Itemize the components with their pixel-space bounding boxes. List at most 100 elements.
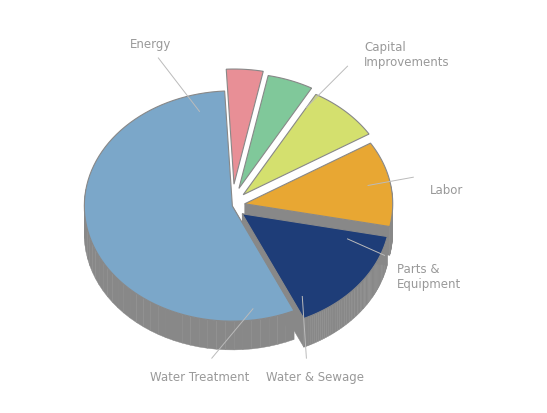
Polygon shape [321,311,322,340]
Polygon shape [260,318,269,348]
Polygon shape [90,237,92,273]
Polygon shape [124,285,130,318]
Polygon shape [362,280,363,311]
Polygon shape [243,320,252,350]
Polygon shape [118,280,124,313]
Polygon shape [334,303,336,333]
Polygon shape [182,315,190,345]
Polygon shape [316,313,318,342]
Polygon shape [245,204,390,256]
Polygon shape [376,261,377,292]
Polygon shape [336,302,337,332]
Polygon shape [208,320,217,349]
Polygon shape [378,258,379,288]
Polygon shape [379,256,380,287]
Polygon shape [364,278,366,308]
Polygon shape [346,294,348,325]
Polygon shape [377,260,378,290]
Polygon shape [103,263,108,297]
Polygon shape [304,318,306,347]
Polygon shape [252,319,260,349]
Polygon shape [243,95,369,195]
Polygon shape [242,214,387,319]
Polygon shape [245,144,393,227]
Polygon shape [374,265,375,295]
Polygon shape [372,268,373,298]
Polygon shape [327,308,328,337]
Polygon shape [242,214,387,266]
Text: Capital
Improvements: Capital Improvements [364,41,450,69]
Polygon shape [143,298,150,331]
Polygon shape [92,244,95,279]
Polygon shape [348,293,350,323]
Polygon shape [277,313,286,344]
Polygon shape [353,289,354,319]
Polygon shape [217,321,225,350]
Polygon shape [324,309,327,339]
Polygon shape [95,250,99,285]
Polygon shape [380,254,381,285]
Polygon shape [88,230,90,266]
Polygon shape [382,249,383,280]
Polygon shape [366,276,367,306]
Polygon shape [239,76,312,189]
Polygon shape [286,311,294,342]
Polygon shape [113,274,118,308]
Polygon shape [343,297,345,327]
Polygon shape [318,312,321,342]
Polygon shape [322,310,324,339]
Polygon shape [350,292,351,322]
Polygon shape [328,306,330,336]
Polygon shape [269,316,277,347]
Text: Water & Sewage: Water & Sewage [266,370,364,384]
Polygon shape [363,279,364,309]
Polygon shape [337,301,340,331]
Polygon shape [345,296,346,326]
Text: Water Treatment: Water Treatment [150,370,249,384]
Polygon shape [375,263,376,293]
Polygon shape [242,214,304,347]
Polygon shape [330,306,332,335]
Polygon shape [354,288,356,318]
Polygon shape [340,299,341,330]
Text: Energy: Energy [130,38,171,51]
Polygon shape [150,302,158,335]
Polygon shape [373,266,374,297]
Polygon shape [166,309,174,341]
Polygon shape [315,313,316,343]
Polygon shape [308,316,310,346]
Polygon shape [357,285,359,315]
Polygon shape [130,290,137,323]
Polygon shape [367,274,368,305]
Polygon shape [332,304,334,334]
Text: Labor: Labor [430,184,463,197]
Polygon shape [225,321,234,350]
Polygon shape [306,317,308,347]
Polygon shape [383,248,384,278]
Polygon shape [312,315,315,344]
Polygon shape [226,70,263,185]
Text: Parts &
Equipment: Parts & Equipment [397,262,461,290]
Polygon shape [368,273,370,303]
Polygon shape [174,312,182,343]
Polygon shape [310,316,312,345]
Polygon shape [360,282,362,312]
Polygon shape [341,298,343,328]
Polygon shape [232,206,294,339]
Polygon shape [158,306,166,338]
Polygon shape [99,256,103,291]
Polygon shape [234,321,243,350]
Polygon shape [85,190,86,225]
Polygon shape [371,270,372,300]
Polygon shape [85,217,86,252]
Polygon shape [381,253,382,283]
Polygon shape [86,224,88,259]
Polygon shape [351,290,353,320]
Polygon shape [370,271,371,301]
Polygon shape [359,283,360,313]
Polygon shape [385,242,386,273]
Polygon shape [84,92,294,321]
Polygon shape [384,246,385,276]
Polygon shape [199,318,208,349]
Polygon shape [356,286,357,316]
